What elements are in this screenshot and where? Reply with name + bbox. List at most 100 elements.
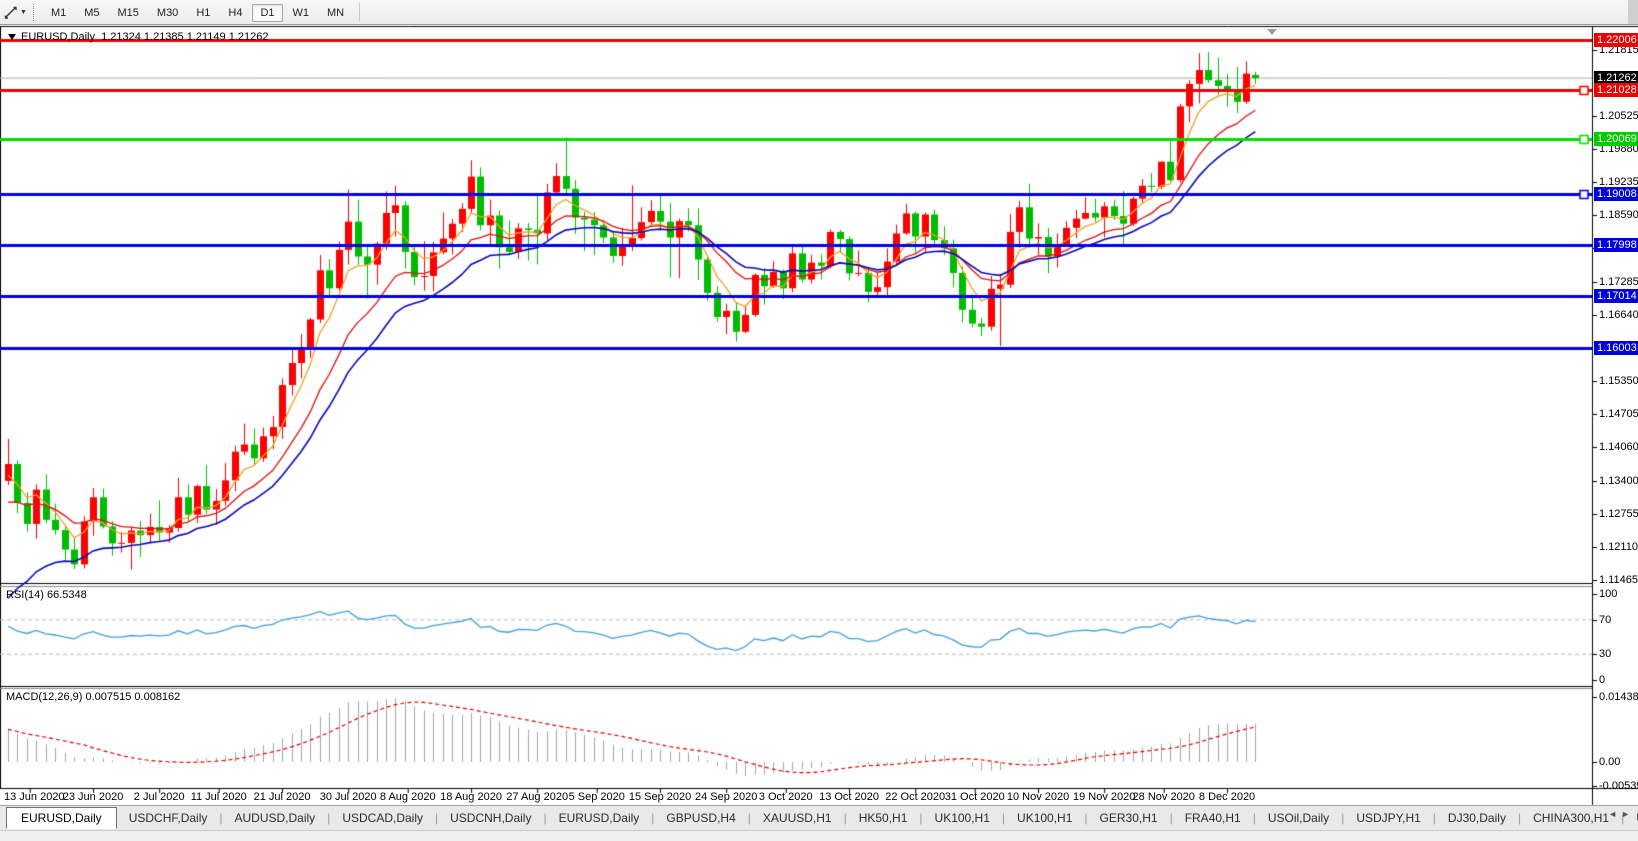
date-tick-label: 31 Oct 2020 (944, 791, 1005, 803)
chart-tab-usoil-daily[interactable]: USOil,Daily (1267, 811, 1330, 825)
price-badge: 1.21262 (1594, 71, 1638, 85)
chart-tab-eurusd-daily[interactable]: EURUSD,Daily (558, 811, 640, 825)
chart-tab-audusd-daily[interactable]: AUDUSD,Daily (234, 811, 316, 825)
timeframe-button-d1[interactable]: D1 (252, 4, 283, 22)
chart-symbol-label: EURUSD,Daily (21, 31, 95, 43)
date-tick-label: 15 Sep 2020 (628, 791, 692, 803)
crosshair-cursor-icon (4, 6, 17, 19)
chart-tabs-bar: EURUSD,Daily USDCHF,Daily | AUDUSD,Daily | US… (0, 805, 1638, 830)
price-tick-label: 1.19880 (1599, 143, 1638, 155)
date-tick-label: 2 Jul 2020 (133, 791, 185, 803)
cursor-tool-button[interactable]: ▼ (0, 0, 31, 25)
price-tick-label: 1.14060 (1599, 441, 1638, 453)
timeframe-button-h1[interactable]: H1 (196, 7, 211, 19)
tab-scroll-right-icon[interactable]: ► (1621, 809, 1634, 819)
chart-tab-usdcnh-daily[interactable]: USDCNH,Daily (450, 811, 532, 825)
timeframe-button-w1[interactable]: W1 (292, 7, 310, 19)
tab-divider: | (651, 811, 655, 825)
chart-shift-marker-icon[interactable] (1267, 29, 1277, 35)
date-tick-label: 13 Jun 2020 (4, 791, 65, 803)
date-tick-label: 24 Sep 2020 (694, 791, 758, 803)
tab-divider: | (919, 811, 923, 825)
tab-scroll-left-icon[interactable]: ◄ (1608, 809, 1622, 819)
chart-tab-usdjpy-h1[interactable]: USDJPY,H1 (1356, 811, 1421, 825)
chart-tab-eurusd-daily[interactable]: EURUSD,Daily (6, 807, 117, 829)
price-badge: 1.19008 (1594, 187, 1638, 201)
date-tick-label: 5 Sep 2020 (568, 791, 625, 803)
price-tick-label: 1.12755 (1599, 508, 1638, 520)
timeframe-toolbar: ▼ M1 M5 M15 M30 H1 H4 D1 W1 MN (0, 0, 1638, 25)
price-tick-label: 1.15350 (1599, 375, 1638, 387)
price-badge: 1.17014 (1594, 289, 1638, 303)
chevron-down-icon: ▼ (20, 8, 27, 16)
chart-tab-hk50-h1[interactable]: HK50,H1 (858, 811, 908, 825)
status-strip (0, 830, 1638, 841)
chart-tab-uk100-h1[interactable]: UK100,H1 (1017, 811, 1073, 825)
price-tick-label: 1.21815 (1599, 44, 1638, 56)
date-tick-label: 22 Oct 2020 (885, 791, 946, 803)
chart-tab-usdcad-daily[interactable]: USDCAD,Daily (342, 811, 423, 825)
date-tick-label: 27 Aug 2020 (506, 791, 569, 803)
timeframe-buttons: M1 M5 M15 M30 H1 H4 D1 W1 MN (42, 3, 353, 22)
chart-title: EURUSD,Daily 1.21324 1.21385 1.21149 1.2… (8, 31, 268, 43)
timeframe-button-mn[interactable]: MN (327, 7, 345, 19)
timeframe-button-m30[interactable]: M30 (156, 7, 179, 19)
timeframe-button-h4[interactable]: H4 (228, 7, 243, 19)
rsi-axis-label: 30 (1599, 648, 1612, 660)
tab-divider: | (1169, 811, 1173, 825)
date-tick-label: 13 Oct 2020 (819, 791, 880, 803)
price-tick-label: 1.12110 (1599, 541, 1638, 553)
date-tick-label: 28 Nov 2020 (1132, 791, 1195, 803)
rsi-indicator-label: RSI(14) 66.5348 (6, 589, 87, 601)
chart-tab-uk100-h1[interactable]: UK100,H1 (934, 811, 990, 825)
tab-divider: | (327, 811, 331, 825)
chart-title-dropdown-icon[interactable] (8, 34, 16, 40)
chart-tab-fra40-h1[interactable]: FRA40,H1 (1184, 811, 1241, 825)
price-badge: 1.20069 (1594, 132, 1638, 146)
rsi-axis-label: 0 (1599, 674, 1606, 686)
price-tick-label: 1.20525 (1599, 110, 1638, 122)
toolbar-separator (359, 3, 361, 21)
chart-tab-ger30-h1[interactable]: GER30,H1 (1099, 811, 1158, 825)
price-tick-label: 1.18590 (1599, 209, 1638, 221)
tab-divider: | (1341, 811, 1345, 825)
chart-tab-dj30-daily[interactable]: DJ30,Daily (1447, 811, 1506, 825)
toolbar-grip[interactable] (32, 3, 36, 21)
tab-divider: | (543, 811, 547, 825)
price-tick-label: 1.17285 (1599, 276, 1638, 288)
chart-tab-xauusd-h1[interactable]: XAUUSD,H1 (762, 811, 832, 825)
price-badge: 1.22006 (1594, 33, 1638, 47)
tab-scroll-arrows[interactable]: ◄► (1608, 809, 1634, 819)
date-tick-label: 30 Jul 2020 (319, 791, 377, 803)
date-tick-label: 11 Jul 2020 (190, 791, 247, 803)
toolbar-right-edge (1628, 0, 1638, 24)
date-tick-label: 10 Nov 2020 (1006, 791, 1070, 803)
timeframe-button-m5[interactable]: M5 (84, 7, 100, 19)
chart-tab-usdchf-daily[interactable]: USDCHF,Daily (128, 811, 208, 825)
date-tick-label: 3 Oct 2020 (758, 791, 813, 803)
price-tick-label: 1.16640 (1599, 309, 1638, 321)
date-tick-label: 21 Jul 2020 (253, 791, 311, 803)
tab-divider: | (1084, 811, 1088, 825)
chart-tab-china300-h1[interactable]: CHINA300,H1 (1533, 811, 1610, 825)
date-tick-label: 19 Nov 2020 (1072, 791, 1136, 803)
tab-divider: | (1001, 811, 1006, 825)
tab-divider: | (843, 811, 847, 825)
tab-divider: | (435, 811, 439, 825)
price-tick-label: 1.19235 (1599, 176, 1638, 188)
rsi-axis-label: 70 (1599, 614, 1612, 626)
tab-divider: | (1432, 811, 1436, 825)
chart-tab-gbpusd-h4[interactable]: GBPUSD,H4 (666, 811, 736, 825)
tab-divider: | (219, 811, 223, 825)
chart-tab-usoil-h1[interactable]: USOil,H1 (1624, 808, 1638, 828)
timeframe-button-m1[interactable]: M1 (50, 7, 67, 19)
date-tick-label: 8 Aug 2020 (379, 791, 436, 803)
rsi-axis-label: 100 (1599, 588, 1618, 600)
date-tick-label: 18 Aug 2020 (440, 791, 502, 803)
price-badge: 1.17998 (1594, 238, 1638, 252)
tab-divider: | (1252, 811, 1256, 825)
price-tick-label: 1.13400 (1599, 475, 1638, 487)
timeframe-button-m15[interactable]: M15 (117, 7, 139, 19)
